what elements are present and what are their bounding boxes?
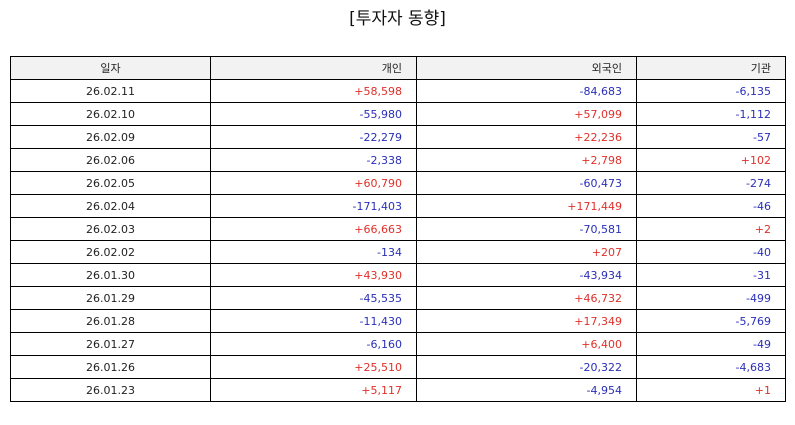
cell-foreign: -4,954: [416, 378, 637, 402]
cell-date: 26.02.10: [10, 102, 211, 126]
cell-individual: -45,535: [210, 286, 417, 310]
cell-date: 26.02.11: [10, 79, 211, 103]
cell-institution: -5,769: [636, 309, 786, 333]
table-row: 26.02.05 +60,790 -60,473 -274: [10, 171, 786, 195]
page-title: [투자자 동향]: [349, 9, 446, 29]
investor-trend-table: 일자 개인 외국인 기관 26.02.11 +58,598 -84,683 -6…: [10, 56, 786, 402]
cell-individual: -134: [210, 240, 417, 264]
table-row: 26.02.09 -22,279 +22,236 -57: [10, 125, 786, 149]
cell-date: 26.02.05: [10, 171, 211, 195]
table-row: 26.01.29 -45,535 +46,732 -499: [10, 286, 786, 310]
cell-foreign: +22,236: [416, 125, 637, 149]
table-row: 26.02.03 +66,663 -70,581 +2: [10, 217, 786, 241]
header-institution: 기관: [636, 56, 786, 80]
cell-date: 26.01.30: [10, 263, 211, 287]
cell-individual: -11,430: [210, 309, 417, 333]
table-row: 26.02.02 -134 +207 -40: [10, 240, 786, 264]
cell-foreign: -84,683: [416, 79, 637, 103]
cell-individual: +60,790: [210, 171, 417, 195]
cell-foreign: -20,322: [416, 355, 637, 379]
table-header-row: 일자 개인 외국인 기관: [10, 56, 786, 80]
cell-date: 26.02.06: [10, 148, 211, 172]
cell-foreign: -70,581: [416, 217, 637, 241]
cell-date: 26.02.09: [10, 125, 211, 149]
cell-individual: +25,510: [210, 355, 417, 379]
cell-individual: -55,980: [210, 102, 417, 126]
table-row: 26.01.27 -6,160 +6,400 -49: [10, 332, 786, 356]
cell-institution: -40: [636, 240, 786, 264]
cell-institution: -57: [636, 125, 786, 149]
cell-foreign: +57,099: [416, 102, 637, 126]
cell-foreign: -43,934: [416, 263, 637, 287]
cell-foreign: +207: [416, 240, 637, 264]
table-row: 26.01.23 +5,117 -4,954 +1: [10, 378, 786, 402]
table-row: 26.02.06 -2,338 +2,798 +102: [10, 148, 786, 172]
cell-foreign: +6,400: [416, 332, 637, 356]
cell-date: 26.02.02: [10, 240, 211, 264]
table-row: 26.01.28 -11,430 +17,349 -5,769: [10, 309, 786, 333]
cell-individual: -2,338: [210, 148, 417, 172]
cell-institution: +102: [636, 148, 786, 172]
cell-date: 26.01.27: [10, 332, 211, 356]
cell-individual: +43,930: [210, 263, 417, 287]
cell-individual: +5,117: [210, 378, 417, 402]
table-row: 26.02.11 +58,598 -84,683 -6,135: [10, 79, 786, 103]
table-row: 26.02.04 -171,403 +171,449 -46: [10, 194, 786, 218]
header-individual: 개인: [210, 56, 417, 80]
cell-individual: -171,403: [210, 194, 417, 218]
cell-date: 26.01.29: [10, 286, 211, 310]
cell-institution: -499: [636, 286, 786, 310]
cell-date: 26.02.03: [10, 217, 211, 241]
cell-date: 26.02.04: [10, 194, 211, 218]
cell-date: 26.01.28: [10, 309, 211, 333]
cell-foreign: +46,732: [416, 286, 637, 310]
cell-individual: +58,598: [210, 79, 417, 103]
cell-foreign: +17,349: [416, 309, 637, 333]
cell-individual: -6,160: [210, 332, 417, 356]
table-row: 26.02.10 -55,980 +57,099 -1,112: [10, 102, 786, 126]
cell-institution: -49: [636, 332, 786, 356]
cell-institution: -6,135: [636, 79, 786, 103]
cell-individual: +66,663: [210, 217, 417, 241]
cell-date: 26.01.23: [10, 378, 211, 402]
header-date: 일자: [10, 56, 211, 80]
cell-institution: -4,683: [636, 355, 786, 379]
cell-institution: -31: [636, 263, 786, 287]
cell-institution: +1: [636, 378, 786, 402]
cell-foreign: -60,473: [416, 171, 637, 195]
cell-institution: -274: [636, 171, 786, 195]
cell-date: 26.01.26: [10, 355, 211, 379]
cell-foreign: +2,798: [416, 148, 637, 172]
cell-institution: -46: [636, 194, 786, 218]
header-foreign: 외국인: [416, 56, 637, 80]
cell-foreign: +171,449: [416, 194, 637, 218]
cell-institution: -1,112: [636, 102, 786, 126]
table-row: 26.01.30 +43,930 -43,934 -31: [10, 263, 786, 287]
table-row: 26.01.26 +25,510 -20,322 -4,683: [10, 355, 786, 379]
cell-institution: +2: [636, 217, 786, 241]
cell-individual: -22,279: [210, 125, 417, 149]
